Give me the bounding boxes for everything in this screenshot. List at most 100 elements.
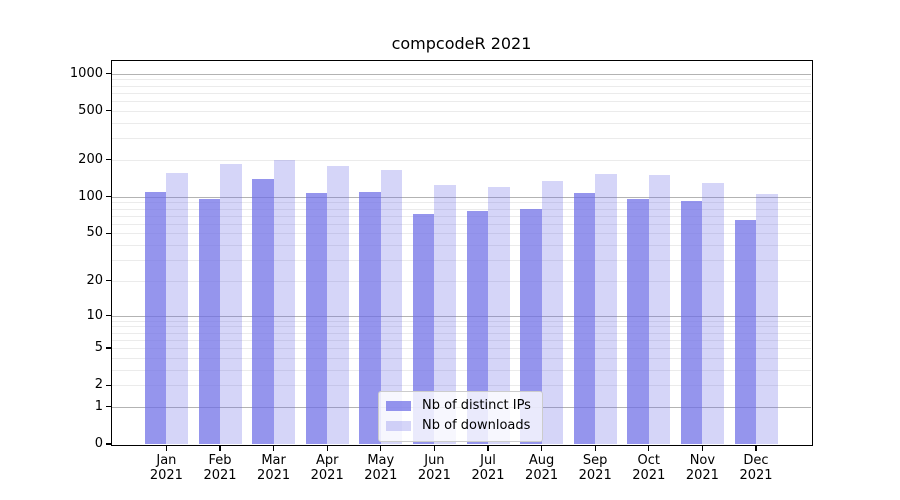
- gridline-minor-300: [112, 138, 811, 140]
- gridline-major-1000: [112, 73, 811, 75]
- gridline-minor-5: [112, 348, 811, 349]
- bar-downloads-aug: [541, 180, 564, 444]
- gridline-major-100: [112, 196, 811, 198]
- legend-label-downloads: Nb of downloads: [422, 418, 531, 433]
- y-tick-label-10: 10: [86, 307, 103, 323]
- x-tick-mark-apr: [326, 445, 328, 451]
- x-tick-label-aug: Aug 2021: [510, 453, 574, 483]
- bars-layer: [112, 61, 811, 444]
- gridline-minor-60: [112, 223, 811, 225]
- bar-downloads-jan: [166, 173, 188, 444]
- x-tick-month: Feb: [208, 453, 232, 468]
- gridline-minor-80: [112, 208, 811, 210]
- x-tick-mark-mar: [273, 445, 275, 451]
- x-tick-mark-feb: [219, 445, 221, 451]
- bar-distinct-ips-feb: [198, 198, 220, 444]
- y-tick-label-50: 50: [86, 225, 103, 241]
- gridline-minor-200: [112, 159, 811, 161]
- bar-distinct-ips-jul: [466, 211, 488, 444]
- y-tick-label-20: 20: [86, 272, 103, 288]
- gridline-minor-800: [112, 85, 811, 87]
- y-tick-label-1: 1: [94, 398, 103, 414]
- x-tick-label-sep: Sep 2021: [563, 453, 627, 483]
- gridline-minor-4: [112, 357, 811, 359]
- bar-downloads-oct: [648, 174, 671, 444]
- gridline-minor-6: [112, 339, 811, 341]
- y-tick-mark-50: [105, 232, 111, 234]
- gridline-minor-50: [112, 233, 811, 235]
- x-tick-year: 2021: [578, 468, 612, 483]
- x-tick-mark-aug: [541, 445, 543, 451]
- x-tick-month: Oct: [637, 453, 661, 468]
- x-tick-year: 2021: [149, 468, 183, 483]
- gridline-minor-500: [112, 110, 811, 112]
- bar-distinct-ips-aug: [520, 209, 542, 444]
- gridline-minor-700: [112, 92, 811, 94]
- bar-downloads-jul: [488, 187, 510, 444]
- bar-distinct-ips-apr: [305, 192, 328, 444]
- bar-distinct-ips-nov: [680, 200, 703, 444]
- gridline-minor-8: [112, 326, 811, 328]
- gridline-minor-9: [112, 320, 811, 322]
- y-tick-mark-1000: [105, 73, 111, 75]
- y-tick-mark-200: [105, 159, 111, 161]
- y-tick-mark-2: [105, 384, 111, 386]
- bar-downloads-apr: [327, 166, 349, 444]
- bar-distinct-ips-may: [359, 192, 381, 444]
- chart-title: compcodeR 2021: [391, 34, 532, 53]
- x-tick-month: Apr: [315, 453, 339, 468]
- x-tick-year: 2021: [417, 468, 451, 483]
- legend-swatch-downloads: [386, 421, 411, 431]
- bar-downloads-may: [380, 170, 403, 444]
- y-tick-mark-1: [105, 406, 111, 408]
- x-tick-year: 2021: [632, 468, 666, 483]
- bar-downloads-jun: [434, 185, 456, 444]
- x-tick-year: 2021: [685, 468, 719, 483]
- bar-downloads-mar: [273, 160, 296, 444]
- legend-swatch-distinct-ips: [386, 401, 411, 411]
- y-tick-mark-20: [105, 280, 111, 282]
- x-tick-label-feb: Feb 2021: [188, 453, 252, 483]
- x-tick-mark-oct: [648, 445, 650, 451]
- x-tick-label-may: May 2021: [349, 453, 413, 483]
- x-tick-month: Mar: [261, 453, 286, 468]
- legend-label-distinct-ips: Nb of distinct IPs: [422, 398, 531, 413]
- gridline-minor-400: [112, 122, 811, 124]
- gridline-minor-900: [112, 79, 811, 81]
- y-tick-label-100: 100: [78, 188, 103, 204]
- x-tick-mark-dec: [755, 445, 757, 451]
- gridline-major-10: [112, 315, 811, 317]
- x-tick-year: 2021: [471, 468, 505, 483]
- y-tick-mark-5: [105, 347, 111, 349]
- gridlines-layer: [112, 61, 811, 444]
- x-tick-label-jul: Jul 2021: [456, 453, 520, 483]
- y-tick-mark-500: [105, 110, 111, 112]
- x-tick-year: 2021: [525, 468, 559, 483]
- gridline-minor-30: [112, 260, 811, 261]
- x-tick-year: 2021: [257, 468, 291, 483]
- bar-distinct-ips-mar: [252, 178, 274, 444]
- gridline-minor-7: [112, 332, 811, 334]
- x-tick-label-jun: Jun 2021: [402, 453, 466, 483]
- x-tick-month: Jul: [480, 453, 496, 468]
- gridline-minor-90: [112, 202, 811, 204]
- x-tick-mark-sep: [594, 445, 596, 451]
- x-tick-mark-jul: [487, 445, 489, 451]
- x-tick-label-apr: Apr 2021: [295, 453, 359, 483]
- bar-downloads-dec: [756, 193, 778, 444]
- y-tick-label-0: 0: [94, 436, 103, 451]
- y-tick-mark-100: [105, 196, 111, 198]
- x-tick-month: May: [367, 453, 395, 468]
- x-tick-year: 2021: [203, 468, 237, 483]
- x-tick-month: Jan: [156, 453, 177, 468]
- gridline-minor-2: [112, 385, 811, 387]
- x-tick-year: 2021: [310, 468, 344, 483]
- bar-distinct-ips-jan: [144, 192, 167, 444]
- x-tick-mark-jan: [165, 445, 167, 451]
- gridline-minor-70: [112, 215, 811, 217]
- x-tick-mark-jun: [433, 445, 435, 451]
- x-tick-label-dec: Dec 2021: [724, 453, 788, 483]
- bar-distinct-ips-dec: [734, 219, 756, 444]
- x-tick-year: 2021: [739, 468, 773, 483]
- x-tick-label-mar: Mar 2021: [242, 453, 306, 483]
